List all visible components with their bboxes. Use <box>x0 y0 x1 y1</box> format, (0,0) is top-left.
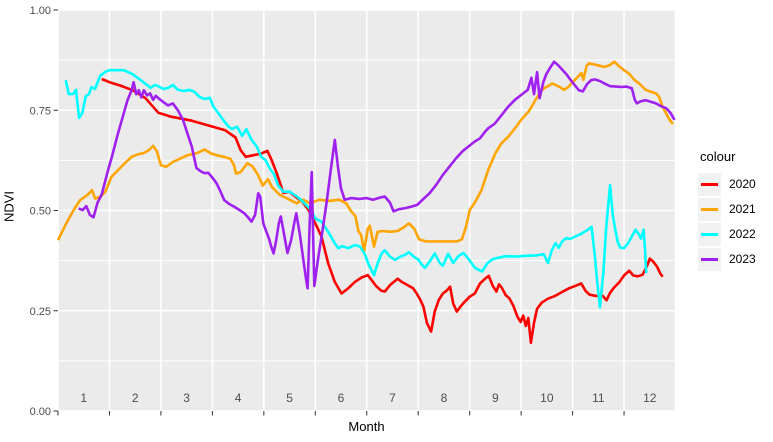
legend-entry-label: 2020 <box>729 177 756 191</box>
y-axis-title: NDVI <box>1 190 17 223</box>
x-tick-label: 6 <box>338 391 345 405</box>
legend-key-swatch-box <box>698 247 721 271</box>
x-tick-label: 8 <box>441 391 448 405</box>
legend-line-swatch <box>701 182 718 186</box>
legend-line-swatch <box>701 207 718 211</box>
y-tick-label: 0.00 <box>30 406 51 418</box>
legend-entry-label: 2021 <box>729 202 756 216</box>
x-tick-label: 7 <box>389 391 396 405</box>
legend-item-2023: 2023 <box>698 247 756 271</box>
y-tick-label: 0.25 <box>30 306 51 318</box>
legend-key-swatch-box <box>698 222 721 246</box>
series-line-2022 <box>64 68 648 309</box>
series-line-2023 <box>78 60 676 290</box>
legend: colour 2020 2021 2022 2023 <box>698 149 756 272</box>
x-tick-label: 9 <box>492 391 499 405</box>
x-tick-label: 4 <box>235 391 242 405</box>
legend-line-swatch <box>701 232 718 236</box>
legend-entry-label: 2022 <box>729 227 756 241</box>
x-tick-label: 12 <box>643 391 657 405</box>
y-tick-label: 1.00 <box>30 5 51 17</box>
legend-key-swatch-box <box>698 197 721 221</box>
x-tick-label: 3 <box>183 391 190 405</box>
series-line-2021 <box>56 60 674 253</box>
x-tick-label: 2 <box>132 391 139 405</box>
legend-item-2021: 2021 <box>698 197 756 221</box>
legend-item-2022: 2022 <box>698 222 756 246</box>
x-tick-label: 11 <box>592 391 605 405</box>
legend-entry-label: 2023 <box>729 252 756 266</box>
x-axis-title: Month <box>348 419 385 434</box>
legend-item-2020: 2020 <box>698 172 756 196</box>
legend-line-swatch <box>701 257 718 261</box>
x-tick-label: 5 <box>286 391 293 405</box>
legend-key-swatch-box <box>698 172 721 196</box>
series-line-2020 <box>101 77 664 345</box>
x-tick-label: 1 <box>80 391 87 405</box>
y-tick-label: 0.50 <box>30 206 51 218</box>
x-tick-label: 10 <box>540 391 554 405</box>
legend-title: colour <box>700 149 736 164</box>
legend-items: 2020 2021 2022 2023 <box>698 172 756 271</box>
y-tick-label: 0.75 <box>30 105 51 117</box>
